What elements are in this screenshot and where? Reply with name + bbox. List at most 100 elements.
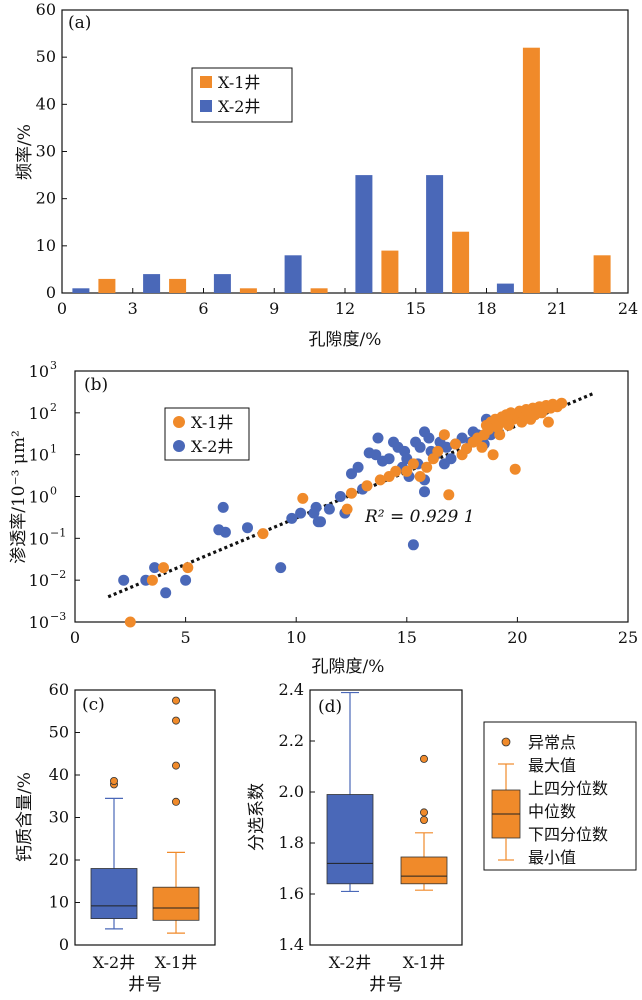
- panel-d-frame: [309, 689, 463, 946]
- x-tick-label-b: 25: [618, 628, 638, 647]
- point-x2-7: [219, 526, 231, 538]
- point-x1-11: [390, 465, 402, 477]
- point-x2-15: [315, 516, 326, 528]
- x-tick-label-b: 5: [181, 628, 191, 647]
- panel-d-label: (d): [318, 697, 342, 717]
- bar-x1-2: [239, 288, 257, 293]
- x-tick-label-b: 15: [397, 628, 417, 647]
- box-x1-outlier-0: [419, 816, 428, 825]
- x-tick-label-a: 0: [57, 299, 67, 318]
- y-tick-label: 60: [49, 680, 69, 699]
- x-tick-label-a: 21: [547, 299, 567, 318]
- panel-c-ylabel: 钙质含量/%: [15, 772, 35, 862]
- panel-a-label: (a): [68, 13, 91, 33]
- point-x2-40: [423, 432, 435, 444]
- bar-x1-4: [381, 250, 399, 293]
- point-x1-59: [556, 397, 568, 409]
- point-x2-20: [352, 461, 364, 473]
- y-tick-exponent-b: 1: [50, 443, 57, 456]
- box-legend-q1: 下四分位数: [528, 825, 608, 844]
- y-tick-exponent-b: −3: [50, 610, 66, 623]
- y-tick-label-a: 50: [36, 47, 56, 66]
- y-tick-label: 30: [49, 808, 69, 827]
- point-x1-25: [476, 441, 488, 453]
- x-tick-label-a: 3: [128, 299, 138, 318]
- y-tick-label: 2.4: [279, 680, 304, 699]
- y-tick-label-b: 10: [29, 488, 49, 507]
- point-x1-8: [361, 480, 373, 492]
- box-legend: 异常点 最大值 上四分位数 中位数 下四分位数 最小值: [483, 721, 637, 871]
- y-tick-label: 0: [59, 935, 69, 954]
- panel-a-legend: X-1井 X-2井: [191, 67, 293, 123]
- panel-a-x-ticks: 0 3 6 9 12 15 18 21 24: [57, 288, 638, 318]
- legend-label-x2-b: X-2井: [191, 437, 233, 456]
- point-x1-15: [421, 461, 433, 473]
- point-x1-1: [146, 574, 158, 586]
- bar-x2-5: [426, 175, 444, 293]
- box-legend-max: 最大值: [528, 756, 576, 775]
- bar-x1-3: [310, 288, 328, 293]
- box-legend-median: 中位数: [528, 802, 576, 821]
- panel-c-boxes: X-2井 X-1井: [90, 696, 200, 972]
- bar-x1-5: [452, 231, 470, 293]
- point-x1-0: [124, 616, 136, 628]
- point-x1-4: [257, 528, 269, 540]
- y-tick-label-a: 10: [36, 236, 56, 255]
- y-tick-label: 50: [49, 723, 69, 742]
- box-x2-iqr: [90, 868, 138, 919]
- box-legend-outlier: 异常点: [528, 733, 576, 752]
- y-tick-label: 10: [49, 893, 69, 912]
- legend-marker-x1: [173, 416, 185, 428]
- point-x1-2: [158, 562, 169, 574]
- y-tick-label: 2.2: [279, 731, 304, 750]
- legend-swatch-x1: [200, 76, 212, 88]
- point-x1-17: [432, 445, 444, 457]
- bar-x1-6: [522, 47, 540, 294]
- y-tick-label-a: 60: [36, 0, 56, 19]
- point-x1-30: [487, 449, 499, 461]
- box-legend-min: 最小值: [528, 848, 576, 867]
- x-tick-label-a: 24: [618, 299, 638, 318]
- point-x1-13: [407, 458, 419, 470]
- point-x1-5: [297, 492, 309, 504]
- y-tick-label: 20: [49, 850, 69, 869]
- box-x1-outlier-0: [171, 797, 180, 806]
- point-x2-6: [217, 501, 229, 513]
- point-x2-26: [383, 453, 395, 465]
- y-tick-exponent-b: −2: [50, 568, 66, 581]
- x-category-label-1: X-1井: [155, 953, 197, 972]
- point-x2-33: [407, 539, 419, 551]
- point-x1-55: [542, 416, 554, 428]
- point-x1-9: [374, 474, 386, 486]
- x-tick-label-a: 6: [198, 299, 208, 318]
- panel-a-y-ticks: 0 10 20 30 40 50 60: [36, 0, 67, 302]
- box-x1-outlier-3: [171, 696, 180, 705]
- bar-x2-1: [143, 274, 161, 293]
- point-x2-3: [160, 587, 172, 599]
- legend-label-x2: X-2井: [218, 97, 260, 116]
- y-tick-exponent-b: −1: [50, 526, 66, 539]
- panel-c-y-ticks: 0 10 20 30 40 50 60: [49, 680, 80, 954]
- point-x2-46: [445, 453, 457, 465]
- point-x2-9: [275, 562, 287, 574]
- panel-b-xlabel: 孔隙度/%: [312, 657, 385, 677]
- y-tick-label-b: 10: [29, 404, 49, 423]
- y-tick-exponent-b: 2: [50, 401, 57, 414]
- panel-a-histogram: (a) 0 3 6 9 12 15 18 21 24 0 10 20 30 40 50 60 孔隙度/% 频…: [15, 0, 638, 350]
- x-tick-label-a: 12: [335, 299, 355, 318]
- bar-x1-1: [169, 278, 187, 293]
- box-x1-outlier-2: [419, 754, 428, 763]
- x-tick-label-b: 0: [70, 628, 80, 647]
- y-tick-label-a: 40: [36, 94, 56, 113]
- panel-c-xlabel: 井号: [128, 975, 162, 995]
- panel-d-y-ticks: 1.4 1.6 1.8 2.0 2.2 2.4: [279, 680, 315, 954]
- y-tick-label: 1.4: [279, 935, 304, 954]
- x-category-label-1: X-1井: [403, 953, 445, 972]
- point-x1-3: [182, 562, 194, 574]
- y-tick-label-b: 10: [29, 613, 49, 632]
- panel-a-ylabel: 频率/%: [15, 124, 35, 180]
- panel-a-xlabel: 孔隙度/%: [309, 330, 382, 350]
- point-x2-13: [310, 501, 322, 513]
- bar-x2-2: [213, 274, 231, 293]
